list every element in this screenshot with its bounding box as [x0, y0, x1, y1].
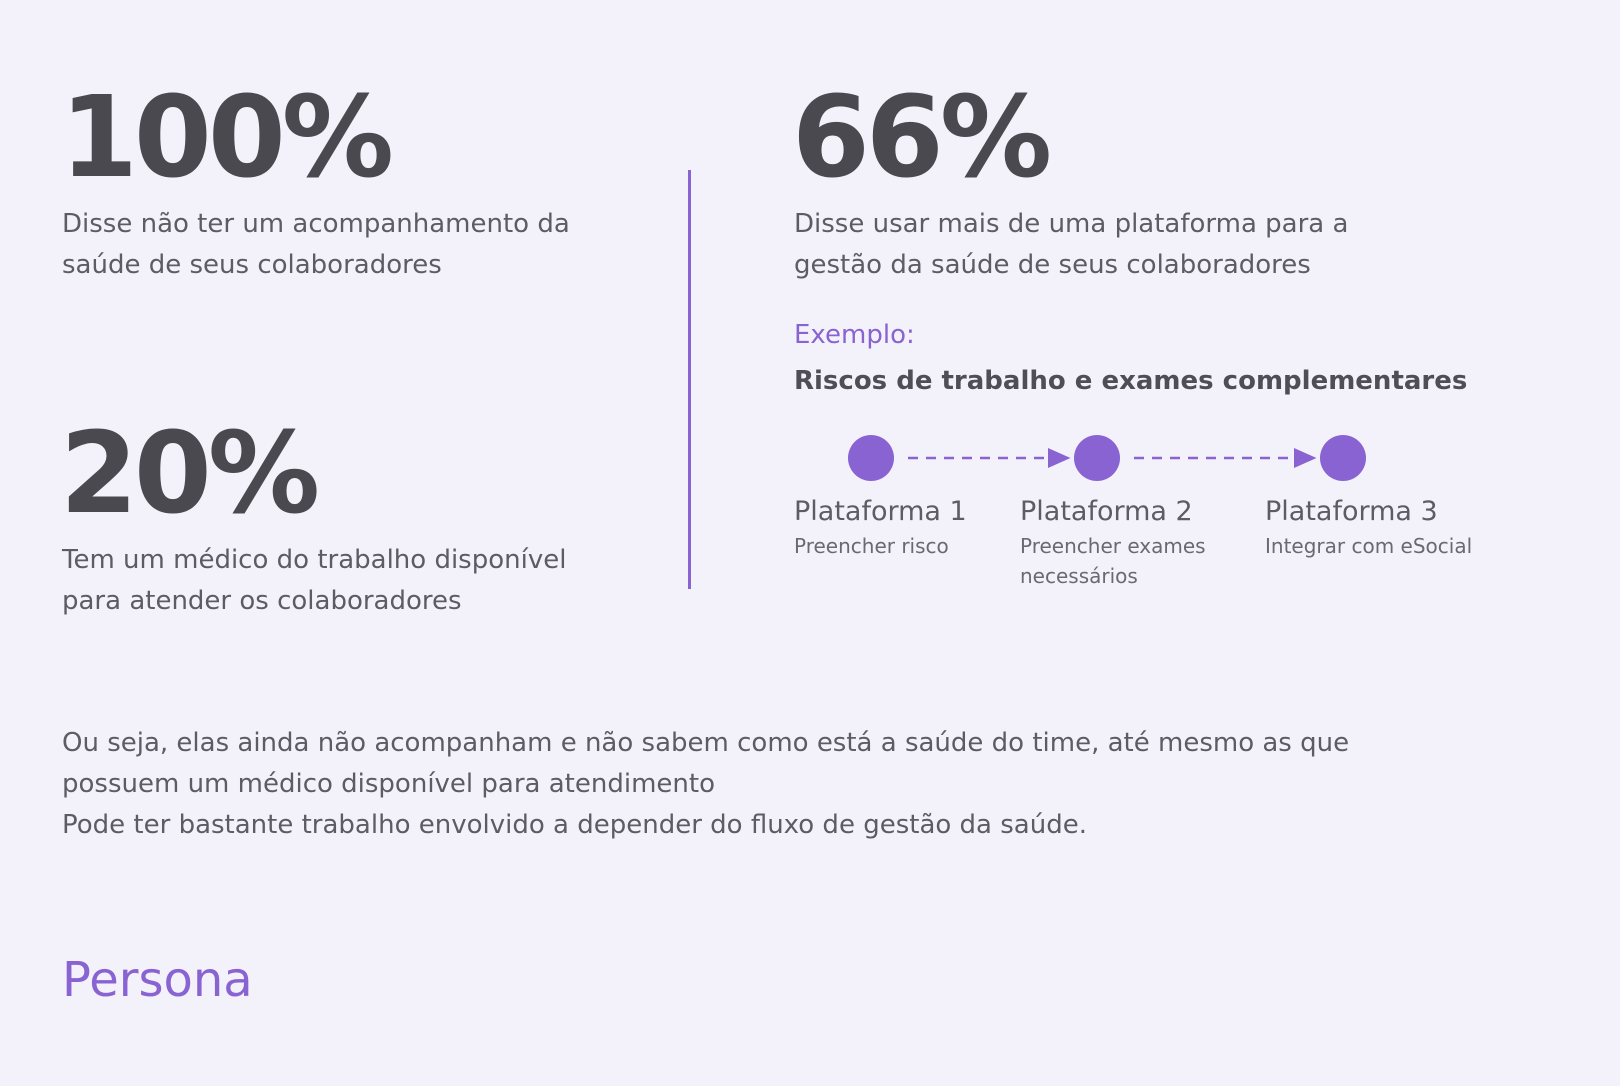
- stat-text: Disse usar mais de uma plataforma para a…: [794, 204, 1348, 286]
- text-line: Ou seja, elas ainda não acompanham e não…: [62, 728, 1350, 758]
- text-line: gestão da saúde de seus colaboradores: [794, 250, 1311, 280]
- text-line: Disse não ter um acompanhamento da: [62, 209, 570, 239]
- step-name: Plataforma 2: [1020, 496, 1193, 527]
- step: Plataforma 1 Preencher risco: [794, 496, 967, 561]
- step-dot: [1320, 435, 1366, 481]
- summary: Ou seja, elas ainda não acompanham e não…: [62, 723, 1349, 846]
- text-line: saúde de seus colaboradores: [62, 250, 442, 280]
- step-name: Plataforma 1: [794, 496, 967, 527]
- step-dot: [1074, 435, 1120, 481]
- stat-text: Tem um médico do trabalho disponível par…: [62, 540, 566, 622]
- text-line: necessários: [1020, 564, 1138, 588]
- example-label: Exemplo:: [794, 320, 915, 350]
- text-line: Tem um médico do trabalho disponível: [62, 545, 567, 575]
- stat-value: 20%: [60, 409, 320, 539]
- step-text: Integrar com eSocial: [1265, 534, 1473, 558]
- text-line: Preencher exames: [1020, 534, 1206, 558]
- step-text: Preencher risco: [794, 534, 949, 558]
- example-title: Riscos de trabalho e exames complementar…: [794, 366, 1468, 396]
- stat-text: Disse não ter um acompanhamento da saúde…: [62, 204, 570, 286]
- text-line: Disse usar mais de uma plataforma para a: [794, 209, 1349, 239]
- text-line: Pode ter bastante trabalho envolvido a d…: [62, 810, 1087, 840]
- step-text: Preencher exames necessários: [1020, 531, 1206, 591]
- stat-value: 66%: [792, 73, 1052, 203]
- flow-diagram: [848, 435, 1366, 481]
- step-name: Plataforma 3: [1265, 496, 1438, 527]
- divider: [688, 170, 691, 589]
- step: Plataforma 2 Preencher exames necessário…: [1020, 496, 1206, 591]
- text-line: possuem um médico disponível para atendi…: [62, 769, 715, 799]
- step: Plataforma 3 Integrar com eSocial: [1265, 496, 1472, 561]
- stat-value: 100%: [60, 73, 394, 203]
- section-title: Persona: [62, 952, 253, 1008]
- step-dot: [848, 435, 894, 481]
- text-line: para atender os colaboradores: [62, 586, 462, 616]
